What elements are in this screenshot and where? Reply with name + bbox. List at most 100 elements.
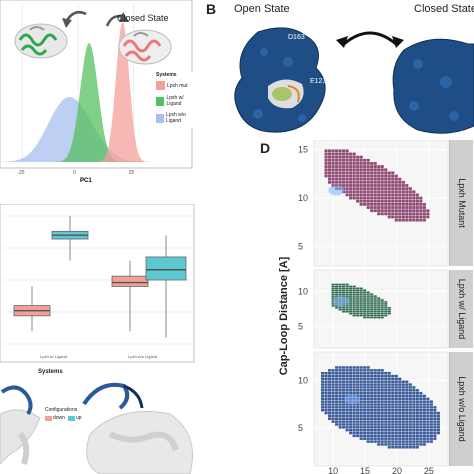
heatmap-cell <box>391 417 395 420</box>
facet-strip-mutant: Lpxh Mutant <box>449 140 473 266</box>
heatmap-cell <box>328 371 332 375</box>
heatmap-cell <box>370 414 374 418</box>
heatmap-cell <box>338 409 342 412</box>
heatmap-cell <box>391 409 395 412</box>
heatmap-cell <box>359 287 363 290</box>
heatmap-cell <box>422 215 426 219</box>
heatmap-cell <box>359 289 363 292</box>
heatmap-cell <box>363 394 367 398</box>
heatmap-cell <box>366 437 370 440</box>
heatmap-cell <box>342 394 346 398</box>
heatmap-cell <box>342 184 346 187</box>
heatmap-y-tick: 10 <box>298 376 308 386</box>
heatmap-cell <box>377 386 381 389</box>
heatmap-cell <box>366 293 370 295</box>
density-legend: Systems Lpxh mut Lpxh w/ Ligand Lpxh w/o… <box>156 72 198 128</box>
heatmap-cell <box>331 289 335 292</box>
heatmap-facet-0: 15 10 5 <box>298 140 449 267</box>
heatmap-cell <box>405 437 409 440</box>
heatmap-cell <box>408 389 412 392</box>
heatmap-cell <box>370 420 374 423</box>
heatmap-cell <box>363 397 367 401</box>
heatmap-cell <box>366 380 370 383</box>
heatmap-cell <box>366 389 370 392</box>
heatmap-cell <box>377 180 381 184</box>
heatmap-cell <box>349 174 353 178</box>
heatmap-cell <box>366 177 370 181</box>
heatmap-cell <box>408 199 412 203</box>
heatmap-cell <box>373 193 377 197</box>
heatmap-cell <box>359 420 363 423</box>
heatmap-cell <box>415 426 419 429</box>
heatmap-cell <box>391 383 395 386</box>
heatmap-cell <box>384 212 388 216</box>
heatmap-cell <box>349 303 353 305</box>
heatmap-cell <box>391 196 395 200</box>
heatmap-cell <box>387 190 391 194</box>
heatmap-cell <box>408 437 412 440</box>
heatmap-cell <box>405 434 409 438</box>
heatmap-cell <box>394 190 398 194</box>
heatmap-cell <box>342 291 346 293</box>
heatmap-cell <box>370 316 374 319</box>
heatmap-cell <box>345 420 349 423</box>
heatmap-cell <box>415 203 419 206</box>
heatmap-cell <box>370 394 374 398</box>
heatmap-cell <box>331 409 335 412</box>
density-x-tick: 25 <box>129 170 135 176</box>
heatmap-cell <box>415 391 419 395</box>
heatmap-cell <box>352 380 356 383</box>
heatmap-cell <box>412 434 416 438</box>
heatmap-cell <box>373 297 377 299</box>
heatmap-cell <box>415 403 419 406</box>
heatmap-cell <box>377 312 381 315</box>
heatmap-cell <box>359 162 363 165</box>
heatmap-cell <box>366 187 370 190</box>
heatmap-cell <box>352 403 356 406</box>
heatmap-cell <box>377 374 381 378</box>
heatmap-cell <box>342 411 346 415</box>
heatmap-cell <box>363 374 367 378</box>
heatmap-cell <box>408 212 412 216</box>
heatmap-cell <box>331 414 335 418</box>
heatmap-cell <box>394 386 398 389</box>
heatmap-cell <box>363 414 367 418</box>
heatmap-cell <box>366 428 370 432</box>
heatmap-cell <box>370 434 374 438</box>
heatmap-cell <box>384 420 388 423</box>
heatmap-cell <box>352 314 356 317</box>
box-down <box>111 275 149 287</box>
heatmap-cell <box>363 301 367 303</box>
heatmap-cell <box>370 301 374 303</box>
heatmap-cell <box>331 383 335 386</box>
heatmap-cell <box>377 190 381 194</box>
heatmap-cell <box>391 187 395 190</box>
heatmap-cell <box>345 193 349 197</box>
heatmap-cell <box>398 426 402 429</box>
heatmap-cell <box>359 168 363 172</box>
heatmap-cell <box>394 212 398 216</box>
heatmap-cell <box>342 400 346 403</box>
heatmap-cell <box>338 309 342 311</box>
heatmap-cell <box>387 437 391 440</box>
heatmap-cell <box>335 180 339 184</box>
heatmap-cell <box>359 380 363 383</box>
heatmap-cell <box>370 377 374 381</box>
heatmap-cell <box>405 400 409 403</box>
heatmap-cell <box>356 293 360 295</box>
heatmap-cell <box>366 295 370 297</box>
heatmap-cell <box>387 443 391 446</box>
heatmap-cell <box>370 374 374 378</box>
heatmap-cell <box>342 152 346 156</box>
heatmap-cell <box>349 177 353 181</box>
heatmap-cell <box>394 174 398 178</box>
heatmap-cell <box>352 414 356 418</box>
heatmap-cell <box>328 394 332 398</box>
heatmap-cell <box>398 212 402 216</box>
heatmap-cell <box>324 155 328 159</box>
heatmap-cell <box>363 312 367 315</box>
heatmap-cell <box>328 168 332 172</box>
heatmap-cell <box>422 420 426 423</box>
heatmap-cell <box>405 431 409 435</box>
heatmap-cell <box>366 366 370 369</box>
